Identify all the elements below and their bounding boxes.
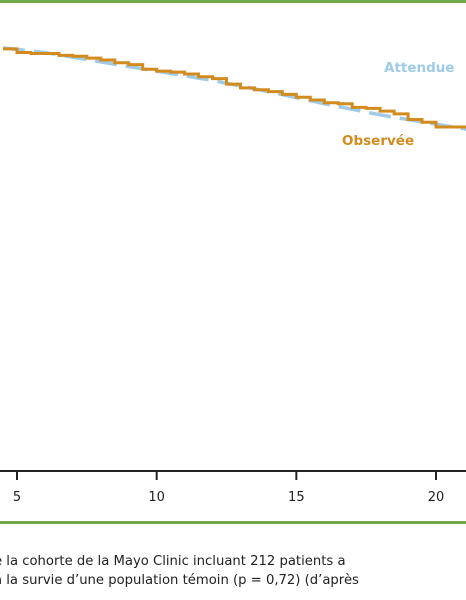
survival-chart: 5 10 15 20 Attendue Observée [0,46,466,505]
bottom-rule [0,521,466,524]
figure-caption: e la cohorte de la Mayo Clinic incluant … [0,552,466,590]
x-tick-label: 20 [428,490,445,505]
series-line-1 [3,47,466,129]
x-tick-label: 5 [13,490,21,505]
caption-line-1: e la cohorte de la Mayo Clinic incluant … [0,554,346,569]
top-rule [0,0,466,3]
x-tick-label: 15 [288,490,305,505]
legend-attendue: Attendue [384,60,455,76]
x-tick-label: 10 [148,490,165,505]
caption-line-2: à la survie d’une population témoin (p =… [0,573,359,588]
legend-observee: Observée [342,133,414,149]
